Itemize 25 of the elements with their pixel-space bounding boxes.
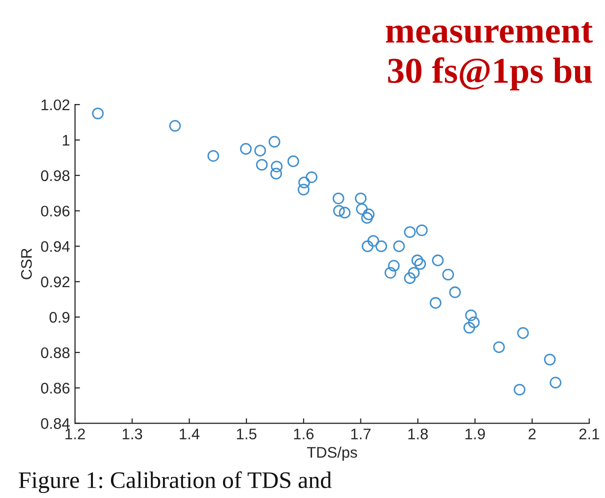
x-axis-title: TDS/ps [307, 446, 358, 461]
y-tick-label: 0.84 [41, 418, 70, 429]
x-tick-label: 1.7 [351, 428, 371, 440]
y-tick-label: 0.96 [41, 206, 70, 217]
x-tick-label: 1.3 [122, 428, 142, 440]
y-tick-label: 0.88 [41, 347, 70, 358]
y-tick-label: 0.86 [41, 382, 70, 394]
x-tick-label: 1.2 [66, 428, 85, 440]
x-tick-label: 2.1 [579, 428, 600, 440]
x-tick-label: 1.4 [180, 428, 200, 440]
x-tick-label: 1.9 [466, 428, 485, 440]
y-tick-label: 1.02 [42, 99, 70, 110]
x-tick-label: 2 [528, 428, 536, 440]
caption: Figure 1: Calibration of TDS and [18, 471, 332, 494]
y-tick-label: 0.9 [50, 312, 70, 323]
text: 30 fs@1ps bu [388, 57, 592, 90]
y-tick-label: 1 [62, 135, 70, 146]
y-tick-label: 0.94 [41, 241, 70, 252]
y-axis-title: CSR [21, 248, 32, 280]
x-tick-label: 1.5 [236, 428, 256, 440]
x-tick-label: 1.6 [294, 428, 314, 440]
x-tick-label: 1.8 [408, 428, 428, 440]
text: measurement [386, 22, 593, 43]
y-tick-label: 0.98 [41, 170, 70, 182]
y-tick-label: 0.92 [41, 276, 70, 288]
